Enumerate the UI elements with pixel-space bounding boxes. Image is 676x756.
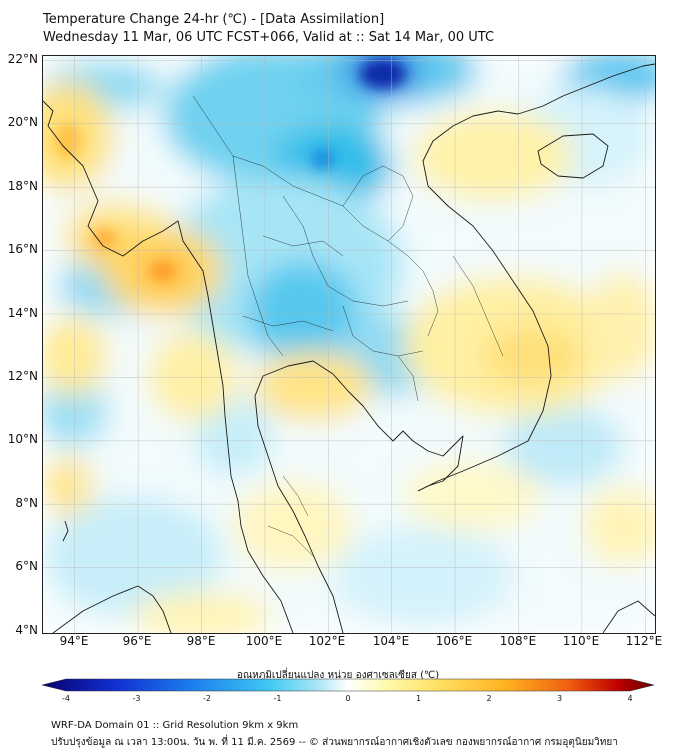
lon-label-100e: 100°E (245, 634, 283, 648)
footer-credit: ปรับปรุงข้อมูล ณ เวลา 13:00น. วัน พ. ที่… (51, 737, 618, 748)
lat-label-20n: 20°N (7, 115, 38, 129)
map-canvas (43, 56, 655, 633)
admin-borders (192, 95, 504, 557)
temperature-field (43, 56, 655, 633)
colorbar (41, 678, 655, 692)
lon-label-96e: 96°E (122, 634, 152, 648)
colorbar-tick-label: 0 (345, 694, 351, 703)
map-title: Temperature Change 24-hr (℃) - [Data Ass… (43, 12, 385, 27)
lon-label-106e: 106°E (435, 634, 473, 648)
lat-label-16n: 16°N (7, 242, 38, 256)
temperature-change-map[interactable] (42, 55, 656, 634)
lat-label-6n: 6°N (15, 559, 38, 573)
colorbar-tick-label: 3 (556, 694, 563, 703)
colorbar-tick-label: -4 (62, 694, 70, 703)
coastlines (43, 63, 655, 633)
colorbar-tick-label: 1 (415, 694, 422, 703)
lat-label-8n: 8°N (15, 496, 38, 510)
lat-label-12n: 12°N (7, 369, 38, 383)
lon-label-102e: 102°E (308, 634, 346, 648)
lat-label-14n: 14°N (7, 306, 38, 320)
colorbar-tick-label: -2 (203, 694, 211, 703)
colorbar-tick-label: -3 (132, 694, 141, 703)
lon-label-108e: 108°E (499, 634, 537, 648)
map-gridlines (43, 56, 655, 633)
lat-label-18n: 18°N (7, 179, 38, 193)
lat-label-22n: 22°N (7, 52, 38, 66)
colorbar-title: อุณหภูมิเปลี่ยนแปลง หน่วย องศาเซลเซียส (… (236, 670, 440, 681)
lon-label-98e: 98°E (186, 634, 216, 648)
map-subtitle: Wednesday 11 Mar, 06 UTC FCST+066, Valid… (43, 30, 495, 45)
lat-label-10n: 10°N (7, 432, 38, 446)
lat-label-4n: 4°N (15, 623, 38, 637)
colorbar-tick-label: 4 (627, 694, 633, 703)
lon-label-104e: 104°E (372, 634, 410, 648)
lon-label-110e: 110°E (562, 634, 600, 648)
lon-label-94e: 94°E (59, 634, 89, 648)
footer-model-info: WRF-DA Domain 01 :: Grid Resolution 9km … (51, 720, 299, 731)
colorbar-tick-label: 2 (486, 694, 492, 703)
lon-label-112e: 112°E (625, 634, 663, 648)
colorbar-tick-label: -1 (273, 694, 282, 703)
